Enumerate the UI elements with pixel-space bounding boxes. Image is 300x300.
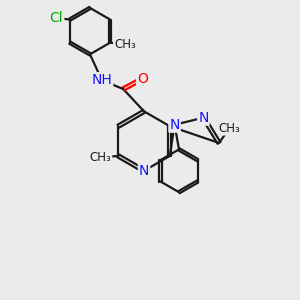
Text: N: N <box>198 111 208 125</box>
Text: N: N <box>139 164 149 178</box>
Text: CH₃: CH₃ <box>90 151 111 164</box>
Text: O: O <box>137 72 148 86</box>
Text: CH₃: CH₃ <box>114 38 136 51</box>
Text: NH: NH <box>92 73 112 87</box>
Text: N: N <box>169 118 180 132</box>
Text: Cl: Cl <box>50 11 63 25</box>
Text: CH₃: CH₃ <box>219 122 240 135</box>
